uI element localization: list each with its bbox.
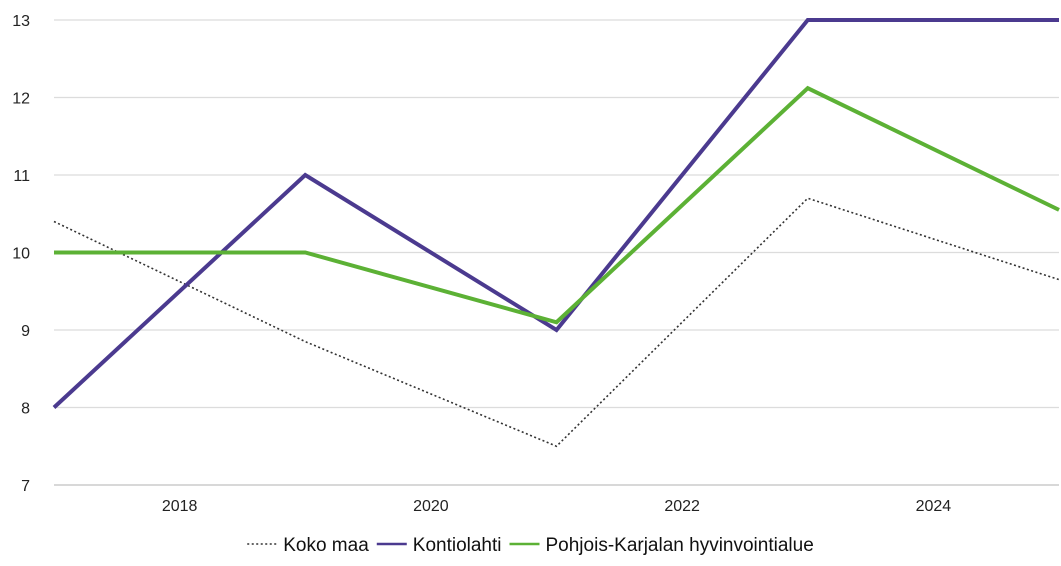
x-tick-label: 2018 — [162, 498, 198, 515]
y-axis-labels: 7 8 9 10 11 12 13 — [12, 13, 30, 495]
x-tick-label: 2024 — [916, 498, 952, 515]
series-lines — [52, 18, 1060, 448]
x-axis-labels: 2018 2020 2022 2024 — [162, 498, 951, 515]
legend: Koko maa Kontiolahti Pohjois-Karjalan hyvi… — [247, 535, 814, 556]
legend-label: Pohjois-Karjalan hyvinvointialue — [546, 535, 814, 556]
series-line-kontiolahti — [52, 18, 1059, 409]
x-tick-label: 2020 — [413, 498, 449, 515]
series-line-pohjois-karjalan-hyvinvointialue — [54, 85, 1060, 325]
y-tick-label: 11 — [13, 168, 30, 185]
legend-label: Koko maa — [283, 535, 369, 556]
y-tick-label: 12 — [12, 91, 30, 108]
gridlines — [54, 19, 1059, 409]
y-tick-label: 13 — [12, 13, 30, 30]
y-tick-label: 9 — [21, 323, 30, 340]
series-line-koko-maa — [53, 197, 1060, 448]
y-tick-label: 8 — [21, 401, 30, 418]
x-tick-label: 2022 — [664, 498, 700, 515]
y-tick-label: 10 — [12, 246, 30, 263]
legend-label: Kontiolahti — [413, 535, 502, 556]
y-tick-label: 7 — [21, 478, 30, 495]
